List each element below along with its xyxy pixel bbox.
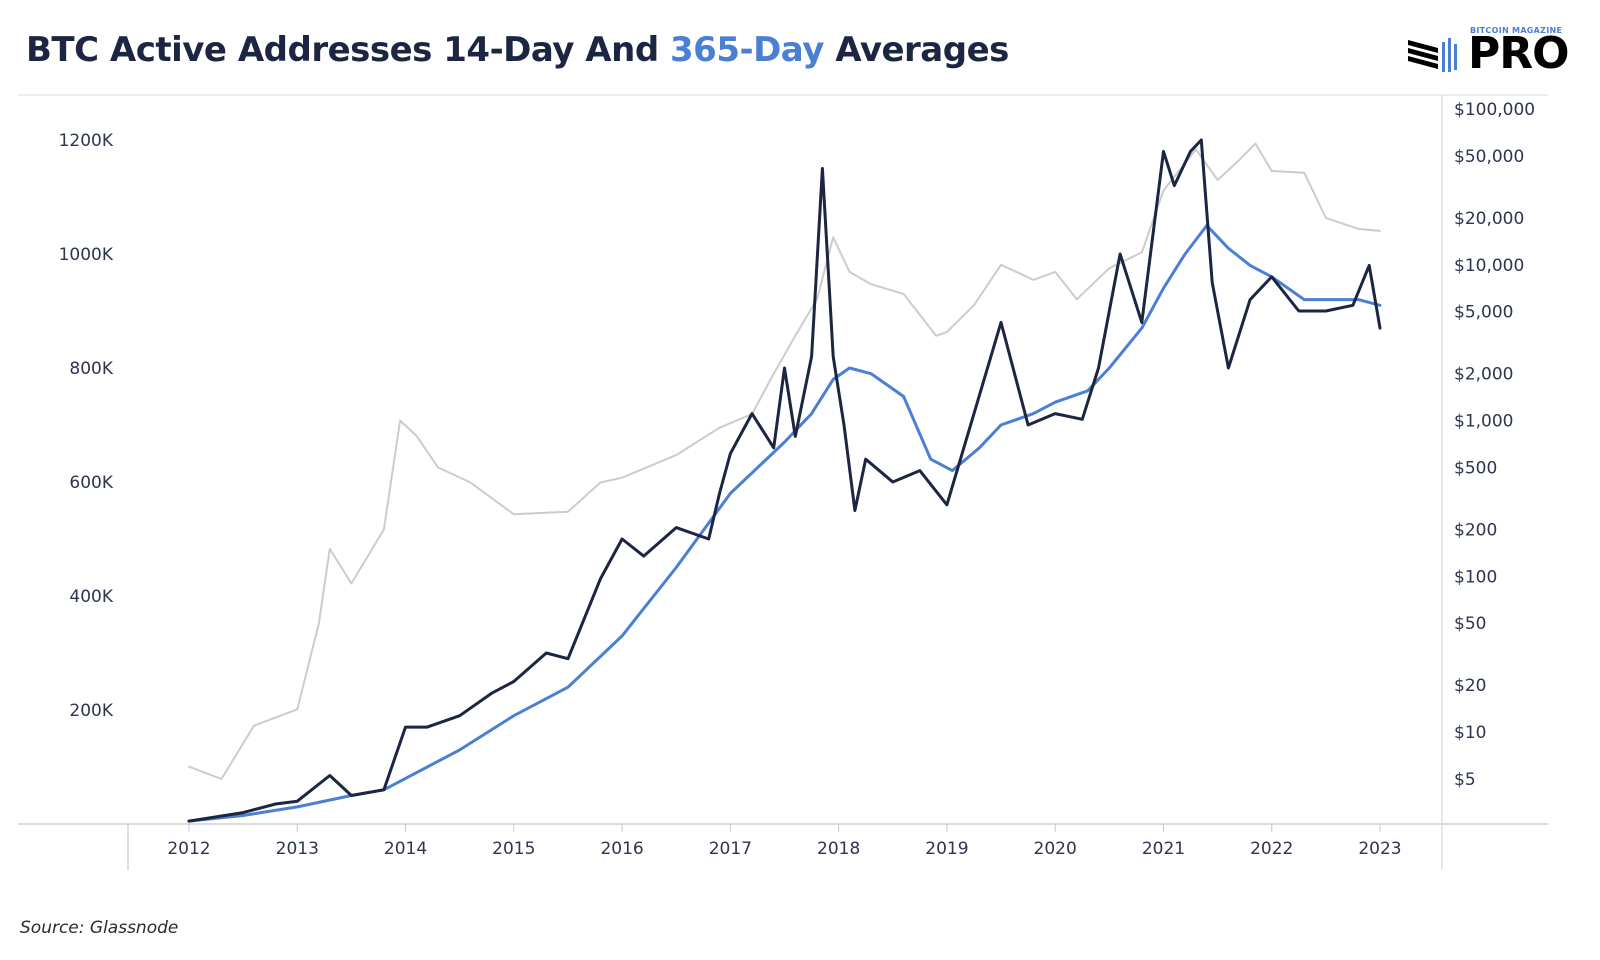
x-tick-label: 2021 bbox=[1142, 839, 1185, 859]
y-left-tick-label: 800K bbox=[69, 359, 113, 379]
x-tick-label: 2015 bbox=[492, 839, 535, 859]
logo-small-text: BITCOIN MAGAZINE bbox=[1470, 26, 1563, 35]
y-left-tick-label: 600K bbox=[69, 473, 113, 493]
x-tick-label: 2016 bbox=[600, 839, 643, 859]
y-right-tick-label: $500 bbox=[1454, 458, 1497, 478]
x-tick-label: 2018 bbox=[817, 839, 860, 859]
title-highlight: 365-Day bbox=[670, 30, 824, 70]
x-tick-label: 2012 bbox=[167, 839, 210, 859]
chart-title: BTC Active Addresses 14-Day And 365-Day … bbox=[26, 30, 1009, 70]
y-right-tick-label: $100,000 bbox=[1454, 100, 1535, 120]
title-part1: BTC Active Addresses 14-Day And bbox=[26, 30, 670, 70]
y-left-tick-label: 400K bbox=[69, 587, 113, 607]
y-right-tick-label: $200 bbox=[1454, 520, 1497, 540]
x-tick-label: 2013 bbox=[276, 839, 319, 859]
logo-big-text: PRO bbox=[1468, 28, 1570, 79]
y-right-tick-label: $1,000 bbox=[1454, 412, 1513, 432]
logo-mark-icon bbox=[1408, 38, 1457, 72]
y-left-tick-label: 1000K bbox=[59, 245, 114, 265]
title-part2: Averages bbox=[823, 30, 1009, 70]
x-tick-label: 2022 bbox=[1250, 839, 1293, 859]
x-tick-label: 2017 bbox=[709, 839, 752, 859]
y-right-tick-label: $5,000 bbox=[1454, 303, 1513, 323]
avg14-line bbox=[187, 138, 1382, 823]
bitcoin-magazine-pro-logo: BITCOIN MAGAZINE PRO bbox=[1408, 26, 1584, 82]
y-right-tick-label: $100 bbox=[1454, 567, 1497, 587]
source-note: Source: Glassnode bbox=[20, 918, 179, 938]
y-right-tick-label: $20,000 bbox=[1454, 209, 1524, 229]
y-left-tick-label: 200K bbox=[69, 701, 113, 721]
x-tick-label: 2023 bbox=[1358, 839, 1401, 859]
price-line bbox=[188, 142, 1381, 780]
y-right-tick-label: $2,000 bbox=[1454, 365, 1513, 385]
y-right-tick-label: $50,000 bbox=[1454, 147, 1524, 167]
y-right-tick-label: $20 bbox=[1454, 676, 1486, 696]
x-tick-label: 2020 bbox=[1034, 839, 1077, 859]
y-right-tick-label: $10 bbox=[1454, 723, 1486, 743]
avg365-line bbox=[187, 224, 1382, 823]
x-tick-label: 2019 bbox=[925, 839, 968, 859]
x-tick-label: 2014 bbox=[384, 839, 427, 859]
y-right-tick-label: $5 bbox=[1454, 770, 1476, 790]
y-left-tick-label: 1200K bbox=[59, 131, 114, 151]
y-right-tick-label: $50 bbox=[1454, 614, 1486, 634]
y-right-tick-label: $10,000 bbox=[1454, 256, 1524, 276]
